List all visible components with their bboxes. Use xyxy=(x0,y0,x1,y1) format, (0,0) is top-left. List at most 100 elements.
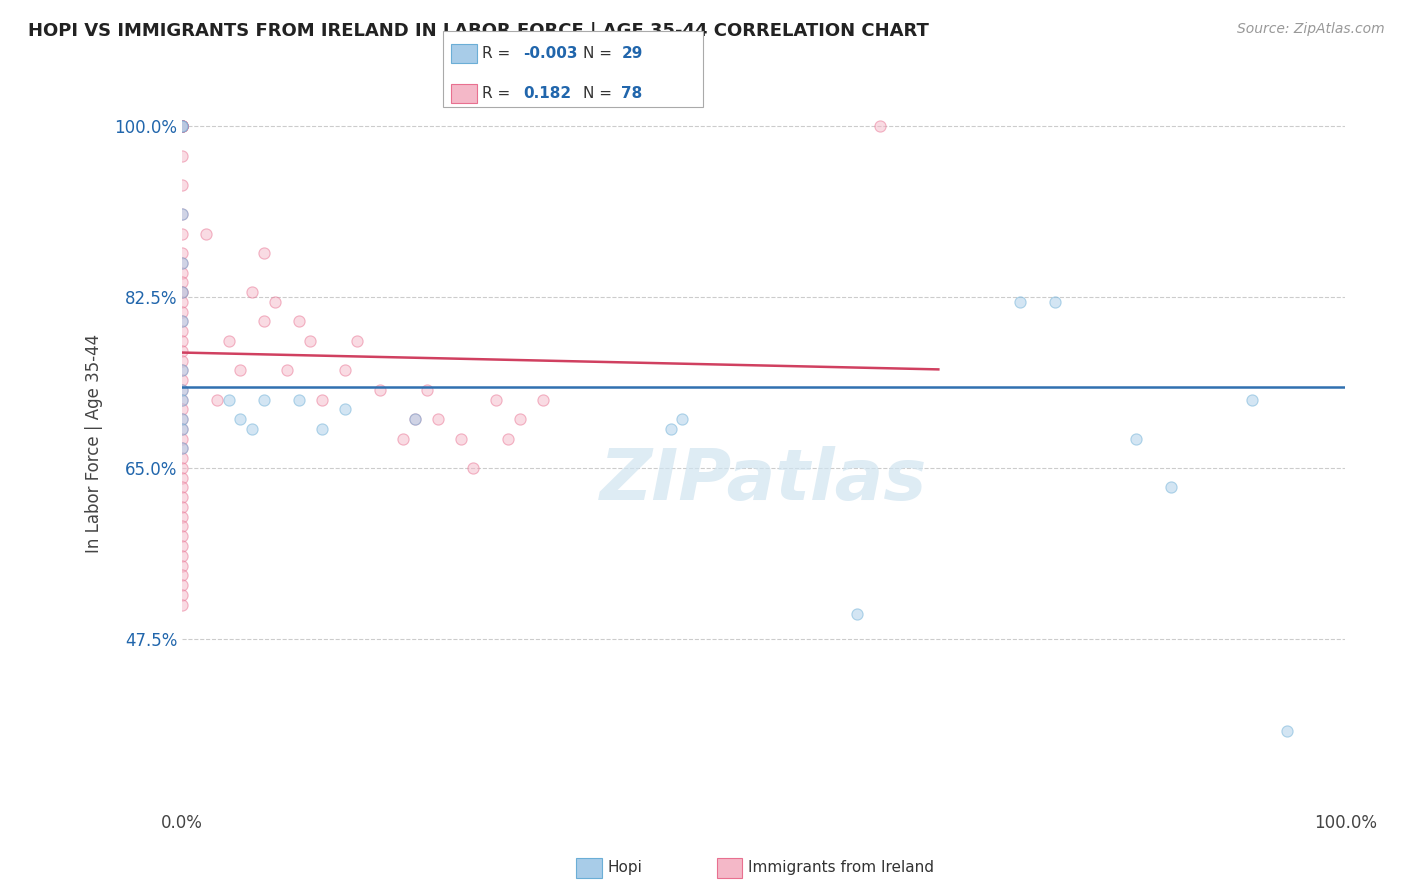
Point xyxy=(172,207,194,221)
Point xyxy=(229,363,252,377)
Point xyxy=(1277,724,1299,739)
Text: N =: N = xyxy=(583,46,613,61)
Point xyxy=(172,558,194,573)
Point xyxy=(253,246,276,260)
Point xyxy=(172,412,194,426)
Point xyxy=(172,412,194,426)
Point xyxy=(172,461,194,475)
Point xyxy=(276,363,298,377)
Text: N =: N = xyxy=(583,87,613,101)
Point xyxy=(427,412,450,426)
Point xyxy=(172,120,194,134)
Point xyxy=(172,120,194,134)
Point xyxy=(172,442,194,456)
Point xyxy=(172,334,194,348)
Y-axis label: In Labor Force | Age 35-44: In Labor Force | Age 35-44 xyxy=(86,334,103,553)
Point xyxy=(172,588,194,602)
Point xyxy=(172,363,194,377)
Point xyxy=(172,392,194,407)
Point xyxy=(172,568,194,582)
Point xyxy=(264,295,287,310)
Point xyxy=(172,432,194,446)
Point xyxy=(1125,432,1147,446)
Text: 29: 29 xyxy=(621,46,643,61)
Point xyxy=(368,383,391,397)
Point xyxy=(1043,295,1066,310)
Point xyxy=(172,422,194,436)
Point xyxy=(253,314,276,328)
Point xyxy=(172,120,194,134)
Point xyxy=(172,373,194,387)
Point xyxy=(172,285,194,300)
Text: 0.182: 0.182 xyxy=(523,87,571,101)
Point xyxy=(869,120,891,134)
Point xyxy=(172,246,194,260)
Point xyxy=(404,412,426,426)
Text: R =: R = xyxy=(482,87,510,101)
Point xyxy=(172,578,194,592)
Point xyxy=(496,432,519,446)
Point xyxy=(346,334,368,348)
Point xyxy=(172,529,194,543)
Point xyxy=(172,509,194,524)
Point xyxy=(1241,392,1264,407)
Point xyxy=(172,276,194,290)
Point xyxy=(172,120,194,134)
Text: 78: 78 xyxy=(621,87,643,101)
Point xyxy=(485,392,508,407)
Point xyxy=(1008,295,1031,310)
Point xyxy=(218,334,240,348)
Point xyxy=(172,285,194,300)
Point xyxy=(392,432,415,446)
Point xyxy=(311,422,333,436)
Point xyxy=(172,519,194,533)
Point xyxy=(172,383,194,397)
Point xyxy=(172,285,194,300)
Point xyxy=(172,120,194,134)
Point xyxy=(172,266,194,280)
Point xyxy=(253,392,276,407)
Point xyxy=(172,120,194,134)
Text: -0.003: -0.003 xyxy=(523,46,578,61)
Point xyxy=(172,500,194,514)
Point xyxy=(172,314,194,328)
Point xyxy=(194,227,217,241)
Point xyxy=(531,392,554,407)
Point xyxy=(1160,480,1182,494)
Point xyxy=(172,256,194,270)
Point xyxy=(299,334,322,348)
Point xyxy=(287,392,309,407)
Text: Immigrants from Ireland: Immigrants from Ireland xyxy=(748,861,934,875)
Point xyxy=(671,412,693,426)
Point xyxy=(172,314,194,328)
Text: Source: ZipAtlas.com: Source: ZipAtlas.com xyxy=(1237,22,1385,37)
Point xyxy=(509,412,531,426)
Point xyxy=(659,422,682,436)
Point xyxy=(172,120,194,134)
Point xyxy=(172,148,194,162)
Text: R =: R = xyxy=(482,46,510,61)
Point xyxy=(172,598,194,612)
Point xyxy=(404,412,426,426)
Point xyxy=(172,256,194,270)
Point xyxy=(450,432,472,446)
Point xyxy=(287,314,309,328)
Point xyxy=(172,549,194,563)
Point xyxy=(172,120,194,134)
Point xyxy=(172,539,194,553)
Point xyxy=(172,343,194,358)
Text: ZIPatlas: ZIPatlas xyxy=(600,446,928,515)
Point xyxy=(172,383,194,397)
Text: Hopi: Hopi xyxy=(607,861,643,875)
Point xyxy=(172,442,194,456)
Point xyxy=(845,607,868,622)
Point xyxy=(333,363,356,377)
Point xyxy=(172,227,194,241)
Point xyxy=(172,470,194,484)
Point xyxy=(172,392,194,407)
Point xyxy=(172,295,194,310)
Point xyxy=(172,363,194,377)
Point xyxy=(172,422,194,436)
Point xyxy=(172,120,194,134)
Point xyxy=(311,392,333,407)
